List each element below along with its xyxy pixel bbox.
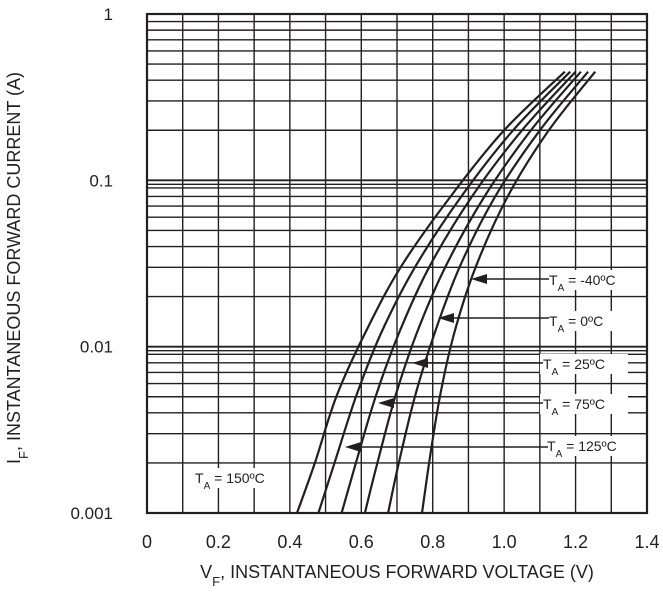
x-axis-label: VF, INSTANTANEOUS FORWARD VOLTAGE (V) — [200, 562, 594, 588]
callout-arrow-head — [438, 313, 454, 323]
callout-arrow-head — [378, 398, 394, 408]
x-tick-label: 0.8 — [420, 532, 445, 552]
x-tick-labels: 0 0.2 0.4 0.6 0.8 1.0 1.2 1.4 — [142, 532, 660, 552]
x-tick-label: 0.6 — [349, 532, 374, 552]
series-line — [295, 70, 566, 514]
y-tick-label: 0.01 — [80, 338, 113, 357]
y-tick-label: 0.001 — [70, 504, 113, 523]
series-line — [317, 70, 571, 514]
series-label-bg — [540, 354, 628, 374]
plot-frame — [145, 12, 649, 515]
series-label: TA = 150ºC — [195, 470, 265, 492]
x-tick-label: 1.4 — [634, 532, 659, 552]
series-label-bg — [544, 436, 632, 456]
series-label-bg — [546, 311, 634, 331]
y-tick-labels: 1 0.1 0.01 0.001 — [70, 5, 113, 523]
series-callouts: TA = 150ºC TA = 125ºC TA = 75ºC TA = 25ºC TA… — [192, 270, 634, 492]
x-tick-label: 1.2 — [563, 532, 588, 552]
series-line — [363, 70, 582, 514]
y-tick-label: 0.1 — [89, 171, 113, 190]
series-label: TA = 75ºC — [543, 396, 605, 418]
x-tick-label: 0.2 — [206, 532, 231, 552]
series-label: TA = -40ºC — [549, 272, 616, 294]
series-line — [387, 70, 589, 514]
x-tick-label: 0 — [142, 532, 152, 552]
series-line — [420, 71, 597, 514]
series-label: TA = 0ºC — [549, 313, 603, 335]
series-label-bg — [540, 394, 628, 414]
callout-arrow-head — [412, 358, 428, 368]
series-label: TA = 25ºC — [543, 356, 605, 378]
series-label: TA = 125ºC — [547, 438, 617, 460]
y-axis-label: IF, INSTANTANEOUS FORWARD CURRENT (A) — [4, 72, 31, 464]
y-tick-label: 1 — [104, 5, 113, 24]
series-label-bg — [546, 270, 634, 290]
callout-arrow-head — [471, 274, 487, 284]
series-label-bg — [192, 468, 280, 488]
x-tick-label: 1.0 — [492, 532, 517, 552]
x-tick-label: 0.4 — [277, 532, 302, 552]
callout-arrow-head — [345, 442, 361, 452]
